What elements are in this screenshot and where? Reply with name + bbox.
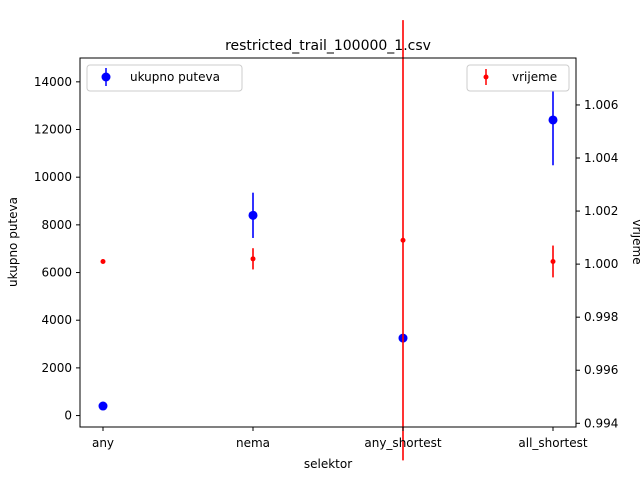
vrijeme-point [100, 258, 106, 264]
left-y-tick-label: 14000 [34, 75, 72, 89]
chart-title: restricted_trail_100000_1.csv [225, 38, 431, 54]
right-y-tick-label: 0.994 [584, 416, 618, 430]
right-y-tick-label: 1.002 [584, 204, 618, 218]
right-y-tick-label: 1.006 [584, 98, 618, 112]
left-y-tick-label: 12000 [34, 123, 72, 137]
plot-frame [79, 57, 577, 428]
left-y-tick-label: 4000 [41, 313, 72, 327]
legend-left-box [86, 64, 243, 92]
ukupno-puteva-point [248, 210, 258, 220]
x-tick-label: any [92, 436, 114, 450]
ukupno-puteva-point [98, 401, 108, 411]
legend-left: ukupno puteva [86, 64, 243, 92]
right-series-layer [100, 20, 556, 461]
x-tick-label: any_shortest [364, 436, 442, 450]
vrijeme-point [250, 256, 256, 262]
left-y-tick-label: 0 [64, 409, 72, 423]
right-y-tick-label: 1.000 [584, 257, 618, 271]
legend-left-label: ukupno puteva [130, 70, 220, 84]
x-tick-label: nema [236, 436, 270, 450]
left-y-tick-label: 6000 [41, 266, 72, 280]
legend-right: vrijeme [466, 64, 570, 92]
legend-right-box [466, 64, 570, 92]
legend-left-marker [101, 72, 111, 82]
left-series-layer [98, 74, 558, 411]
x-axis-label: selektor [304, 457, 352, 471]
left-y-tick-label: 10000 [34, 170, 72, 184]
left-y-axis-label: ukupno puteva [6, 197, 20, 287]
ukupno-puteva-point [548, 115, 558, 125]
right-y-tick-label: 0.996 [584, 363, 618, 377]
legend-right-label: vrijeme [512, 70, 557, 84]
left-y-axis: 0 2000 4000 6000 8000 10000 12000 14000 [34, 75, 80, 423]
right-y-tick-label: 1.004 [584, 151, 618, 165]
x-tick-label: all_shortest [518, 436, 587, 450]
right-y-axis: 0.994 0.996 0.998 1.000 1.002 1.004 1.006 [576, 98, 618, 430]
vrijeme-point [550, 258, 556, 264]
x-axis: any nema any_shortest all_shortest [92, 427, 588, 450]
right-y-tick-label: 0.998 [584, 310, 618, 324]
right-y-axis-label: vrijeme [630, 219, 640, 264]
vrijeme-point [400, 237, 406, 243]
legend-right-marker [483, 74, 489, 80]
left-y-tick-label: 2000 [41, 361, 72, 375]
left-y-tick-label: 8000 [41, 218, 72, 232]
